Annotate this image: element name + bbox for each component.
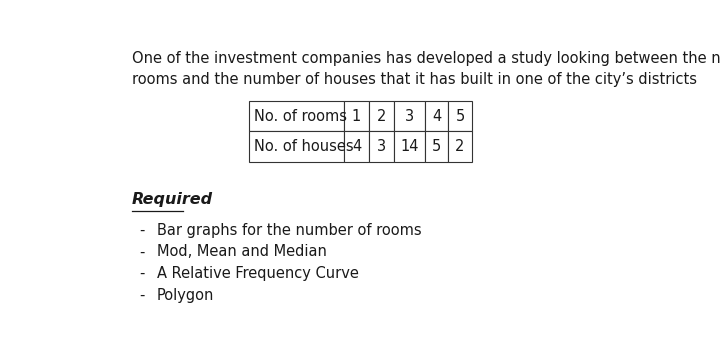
Text: 3: 3: [377, 139, 386, 154]
Text: Required: Required: [132, 192, 213, 207]
Text: 3: 3: [405, 109, 414, 123]
Bar: [344, 101, 369, 131]
Text: -: -: [139, 245, 145, 259]
Text: 14: 14: [400, 139, 419, 154]
Text: No. of houses: No. of houses: [254, 139, 354, 154]
Text: 5: 5: [455, 109, 464, 123]
Bar: [369, 101, 394, 131]
Text: -: -: [139, 223, 145, 238]
Bar: [249, 131, 344, 162]
Text: Mod, Mean and Median: Mod, Mean and Median: [157, 245, 327, 259]
Text: 4: 4: [352, 139, 361, 154]
Text: A Relative Frequency Curve: A Relative Frequency Curve: [157, 266, 359, 281]
Bar: [394, 101, 425, 131]
Bar: [344, 131, 369, 162]
Text: 2: 2: [377, 109, 386, 123]
Text: No. of rooms: No. of rooms: [254, 109, 347, 123]
Bar: [369, 131, 394, 162]
Text: Polygon: Polygon: [157, 288, 215, 303]
Bar: [425, 131, 449, 162]
Text: 4: 4: [432, 109, 441, 123]
Text: -: -: [139, 288, 145, 303]
Bar: [249, 101, 344, 131]
Bar: [425, 101, 449, 131]
Text: rooms and the number of houses that it has built in one of the city’s districts: rooms and the number of houses that it h…: [132, 72, 697, 87]
Text: 1: 1: [352, 109, 361, 123]
Bar: [449, 131, 472, 162]
Text: Bar graphs for the number of rooms: Bar graphs for the number of rooms: [157, 223, 422, 238]
Text: 2: 2: [455, 139, 464, 154]
Text: -: -: [139, 266, 145, 281]
Bar: [394, 131, 425, 162]
Text: 5: 5: [432, 139, 441, 154]
Bar: [449, 101, 472, 131]
Text: One of the investment companies has developed a study looking between the number: One of the investment companies has deve…: [132, 51, 720, 66]
